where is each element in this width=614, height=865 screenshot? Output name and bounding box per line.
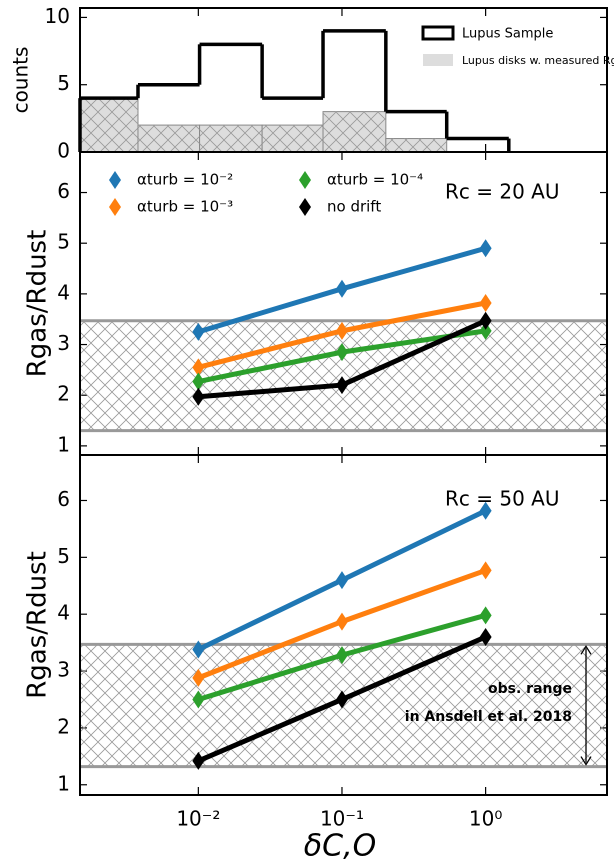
- marker: [335, 376, 348, 395]
- y-tick-label: 0: [57, 139, 70, 163]
- y-tick-label: 2: [57, 382, 70, 406]
- hist-hatch: [385, 138, 447, 152]
- histogram: [78, 29, 511, 153]
- marker: [335, 321, 348, 340]
- legend-label: Lupus disks w. measured Rgas: [462, 54, 614, 67]
- marker: [192, 358, 205, 377]
- hist-hatch: [80, 98, 138, 152]
- marker: [192, 751, 205, 770]
- x-axis-label: δC,O: [304, 829, 376, 864]
- y-axis-label: Rgas/Rdust: [23, 230, 53, 378]
- marker: [479, 606, 492, 625]
- legend-label: αturb = 10⁻⁴: [327, 171, 423, 189]
- hist-hatch: [199, 125, 263, 152]
- marker: [192, 640, 205, 659]
- y-tick-label: 1: [57, 771, 70, 795]
- marker: [335, 612, 348, 631]
- legend-label: Lupus Sample: [462, 27, 553, 42]
- legend-marker: [299, 198, 311, 216]
- marker: [479, 627, 492, 646]
- y-tick-label: 2: [57, 714, 70, 738]
- y-tick-label: 5: [57, 230, 70, 254]
- x-tick-label: 10⁻¹: [320, 807, 364, 831]
- legend-label: αturb = 10⁻²: [137, 171, 233, 189]
- y-tick-label: 6: [57, 487, 70, 511]
- axes-frame: [79, 454, 608, 796]
- marker: [479, 311, 492, 330]
- x-tick-label: 10⁰: [469, 807, 502, 831]
- marker: [335, 690, 348, 709]
- y-axis-label: counts: [9, 47, 33, 114]
- y-tick-label: 1: [57, 432, 70, 456]
- y-tick-label: 5: [57, 544, 70, 568]
- y-tick-label: 3: [57, 331, 70, 355]
- marker: [192, 322, 205, 341]
- arrow-head: [580, 645, 592, 655]
- legend-swatch: [421, 25, 455, 41]
- legend-swatch: [423, 54, 453, 66]
- y-tick-label: 5: [57, 71, 70, 95]
- marker: [335, 571, 348, 590]
- marker: [335, 646, 348, 665]
- marker: [335, 279, 348, 298]
- legend-label: no drift: [327, 198, 381, 216]
- y-tick-label: 4: [57, 601, 70, 625]
- marker: [192, 690, 205, 709]
- y-tick-label: 3: [57, 658, 70, 682]
- y-tick-label: 4: [57, 280, 70, 304]
- y-axis-label: Rgas/Rdust: [23, 551, 53, 699]
- marker: [479, 561, 492, 580]
- legend-marker: [299, 171, 311, 189]
- x-tick-label: 10⁻²: [176, 807, 220, 831]
- marker: [479, 501, 492, 520]
- y-tick-label: 10: [45, 4, 70, 28]
- legend-marker: [109, 198, 121, 216]
- legend-marker: [109, 171, 121, 189]
- legend-label: αturb = 10⁻³: [137, 198, 233, 216]
- annotation: in Ansdell et al. 2018: [405, 709, 572, 725]
- annotation: Rc = 20 AU: [445, 180, 560, 204]
- annotation: obs. range: [488, 681, 572, 697]
- marker: [192, 387, 205, 406]
- marker: [335, 343, 348, 362]
- marker: [479, 239, 492, 258]
- marker: [192, 668, 205, 687]
- hist-hatch: [137, 125, 200, 152]
- marker: [479, 321, 492, 340]
- arrow-head: [580, 756, 592, 766]
- hist-hatch: [323, 111, 386, 152]
- annotation: Rc = 50 AU: [445, 487, 560, 511]
- marker: [479, 293, 492, 312]
- marker: [192, 372, 205, 391]
- obs-range-hatch: [80, 320, 607, 431]
- hist-hatch: [262, 125, 324, 152]
- y-tick-label: 6: [57, 179, 70, 203]
